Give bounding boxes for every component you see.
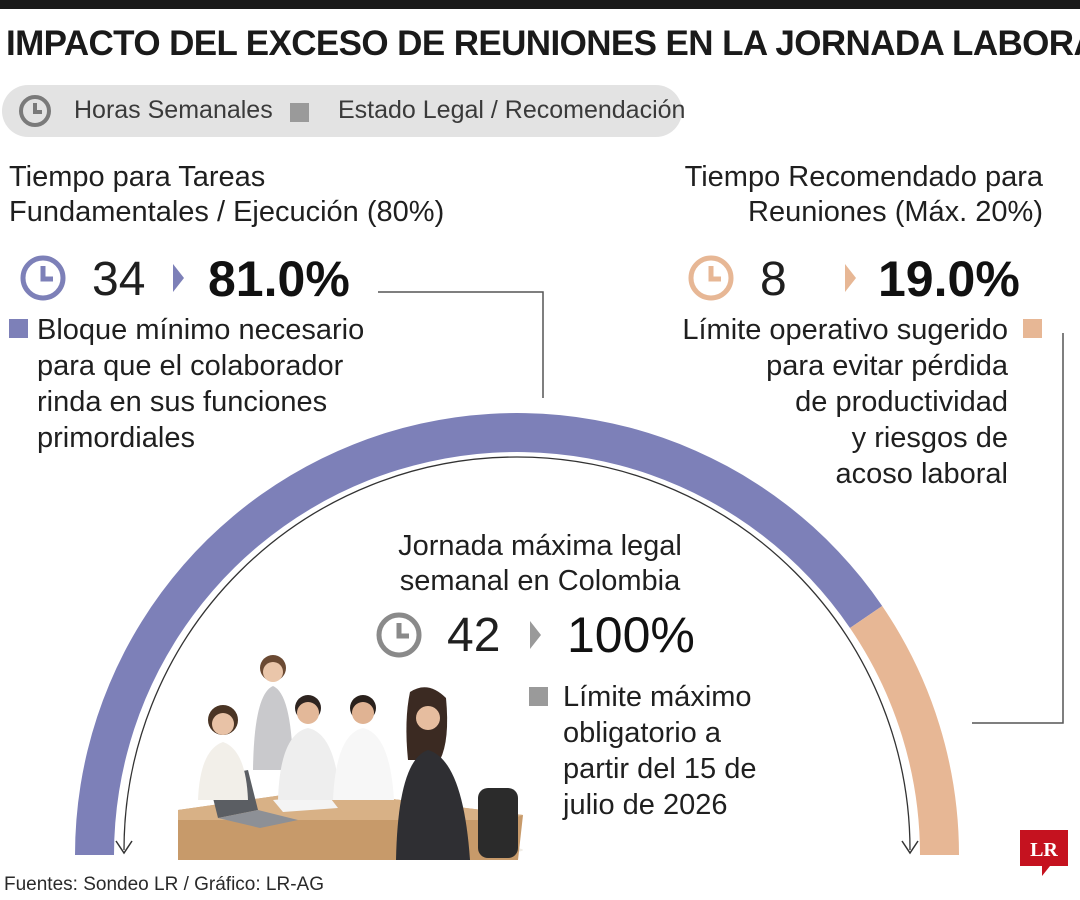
legal-title: Jornada máxima legal semanal en Colombia <box>398 530 682 597</box>
meetings-square <box>1023 319 1042 338</box>
slice-meetings <box>849 606 959 855</box>
inner-guide-arc <box>123 456 911 851</box>
clock-icon <box>688 255 734 301</box>
connector-meetings <box>972 333 1064 724</box>
clock-icon <box>20 255 66 301</box>
lr-logo: LR <box>1020 830 1068 876</box>
legend-hours-label: Horas Semanales <box>74 96 273 124</box>
connector-tasks <box>378 291 544 398</box>
legal-hours: 42 <box>447 609 501 662</box>
meetings-hours: 8 <box>760 253 787 306</box>
meetings-description: Límite operativo sugerido para evitar pé… <box>682 314 1008 490</box>
chevron-right-icon <box>845 264 856 292</box>
office-meeting-photo <box>178 655 523 860</box>
meetings-percent: 19.0% <box>878 251 1020 307</box>
legend-status-square <box>290 103 309 122</box>
arrow-right-icon <box>901 840 919 855</box>
chevron-right-icon <box>530 621 541 649</box>
person-3 <box>278 695 340 800</box>
person-2 <box>253 655 293 770</box>
legal-percent: 100% <box>567 607 695 663</box>
tasks-square <box>9 319 28 338</box>
chevron-right-icon <box>173 264 184 292</box>
person-5 <box>396 687 470 860</box>
page-title: IMPACTO DEL EXCESO DE REUNIONES EN LA JO… <box>6 24 1080 63</box>
tasks-description: Bloque mínimo necesario para que el cola… <box>37 314 365 454</box>
clock-icon <box>19 95 51 127</box>
tasks-hours: 34 <box>92 253 146 306</box>
tasks-percent: 81.0% <box>208 251 350 307</box>
top-rule <box>0 0 1080 9</box>
tasks-title: Tiempo para Tareas Fundamentales / Ejecu… <box>9 161 445 228</box>
arrow-left-icon <box>115 840 133 855</box>
person-4 <box>333 695 394 800</box>
clock-icon <box>376 612 422 658</box>
legend-status-label: Estado Legal / Recomendación <box>338 96 686 124</box>
slice-tasks <box>75 412 883 855</box>
legal-square <box>529 687 548 706</box>
legend: Horas Semanales Estado Legal / Recomenda… <box>2 85 686 137</box>
svg-text:LR: LR <box>1030 839 1058 861</box>
person-1 <box>198 705 248 800</box>
meetings-title: Tiempo Recomendado para Reuniones (Máx. … <box>684 161 1043 228</box>
legal-description: Límite máximo obligatorio a partir del 1… <box>563 681 757 821</box>
source-note: Fuentes: Sondeo LR / Gráfico: LR-AG <box>4 874 324 895</box>
